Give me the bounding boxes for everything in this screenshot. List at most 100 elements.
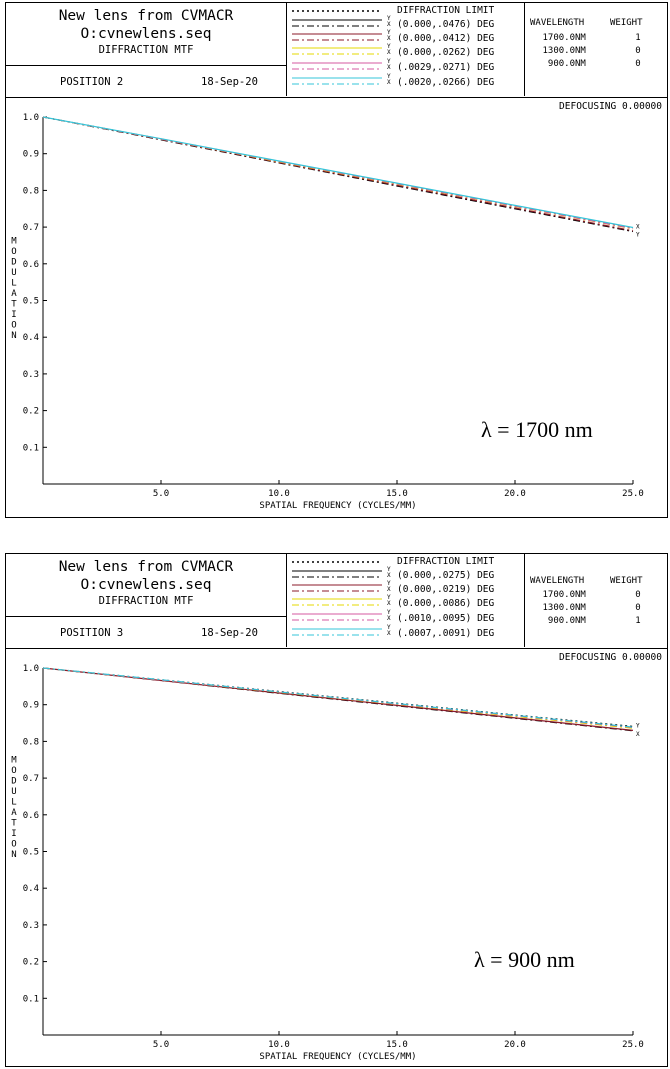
y-axis-label-letter: L: [11, 797, 16, 807]
curve-end-label: X: [636, 731, 640, 738]
title-block: New lens from CVMACR O:cvnewlens.seq DIF…: [6, 3, 287, 96]
y-tick-label: 0.9: [23, 701, 39, 711]
y-axis-label-letter: O: [11, 320, 16, 330]
y-axis-label-letter: I: [11, 310, 16, 320]
wavelength-header: WAVELENGTH: [530, 18, 585, 28]
position-label: POSITION 3: [60, 627, 124, 639]
wavelength-unit: NM: [575, 46, 586, 56]
weight-header: WEIGHT: [610, 18, 643, 28]
wavelength-weight: 0: [635, 603, 641, 613]
x-tick-label: 10.0: [268, 489, 290, 499]
wavelength-value: 1700.0: [542, 590, 575, 600]
wavelength-unit: NM: [575, 59, 586, 69]
title-line-2: O:cvnewlens.seq: [80, 26, 212, 42]
y-axis-label-letter: A: [11, 289, 17, 299]
y-tick-label: 0.5: [23, 297, 39, 307]
y-tick-label: 0.8: [23, 186, 39, 196]
wavelength-annotation: λ = 900 nm: [474, 947, 575, 972]
wavelength-block: WAVELENGTH WEIGHT 1700.0 NM 1 1300.0 NM …: [524, 3, 669, 96]
series-line: [42, 116, 634, 229]
mtf-panel-1: New lens from CVMACR O:cvnewlens.seq DIF…: [5, 2, 668, 518]
series-line: [42, 667, 634, 728]
x-tick-label: 10.0: [268, 1040, 290, 1050]
y-axis-label-letter: M: [11, 755, 17, 765]
y-tick-label: 0.9: [23, 150, 39, 160]
legend-label: (0.000,.0275) DEG: [397, 570, 495, 581]
mtf-panel-2: New lens from CVMACR O:cvnewlens.seq DIF…: [5, 553, 668, 1067]
legend-label: DIFFRACTION LIMIT: [397, 5, 495, 16]
y-axis-label-letter: A: [11, 808, 17, 818]
legend-label: (0.000,.0412) DEG: [397, 33, 495, 44]
x-axis-label: SPATIAL FREQUENCY (CYCLES/MM): [259, 501, 416, 511]
y-tick-label: 0.1: [23, 994, 39, 1004]
x-axis-label: SPATIAL FREQUENCY (CYCLES/MM): [259, 1052, 416, 1062]
y-tick-label: 0.8: [23, 737, 39, 747]
wavelength-block: WAVELENGTH WEIGHT 1700.0 NM 0 1300.0 NM …: [524, 554, 669, 647]
plot-subtitle: DIFFRACTION MTF: [98, 595, 194, 607]
wavelength-weight: 0: [635, 46, 641, 56]
y-tick-label: 0.1: [23, 443, 39, 453]
y-axis-label-letter: U: [11, 787, 16, 797]
wavelength-unit: NM: [575, 33, 586, 43]
wavelength-weight: 0: [635, 59, 641, 69]
y-axis-label-letter: I: [11, 829, 16, 839]
legend-label: (0.000,.0086) DEG: [397, 598, 495, 609]
y-tick-label: 0.6: [23, 811, 39, 821]
curve-end-label: X: [636, 223, 640, 230]
wavelength-unit: NM: [575, 603, 586, 613]
y-axis-label-letter: U: [11, 268, 16, 278]
y-axis-label-letter: N: [11, 331, 16, 341]
y-axis-label-letter: T: [11, 299, 17, 309]
y-tick-label: 0.2: [23, 958, 39, 968]
y-axis-label-letter: L: [11, 278, 16, 288]
y-tick-label: 0.4: [23, 333, 39, 343]
defocusing-label: DEFOCUSING 0.00000: [559, 101, 662, 112]
wavelength-value: 900.0: [547, 59, 575, 69]
wavelength-value: 1300.0: [542, 46, 575, 56]
plot-subtitle: DIFFRACTION MTF: [98, 44, 194, 56]
y-axis-label-letter: O: [11, 247, 16, 257]
y-axis-label-letter: N: [11, 850, 16, 860]
y-tick-label: 1.0: [23, 664, 39, 674]
legend-label: (.0029,.0271) DEG: [397, 62, 495, 73]
y-tick-label: 0.7: [23, 223, 39, 233]
wavelength-header: WAVELENGTH: [530, 576, 585, 586]
y-tick-label: 0.3: [23, 921, 39, 931]
curve-end-label: Y: [636, 232, 640, 239]
y-axis-label-letter: D: [11, 257, 16, 267]
legend-label: (.0010,.0095) DEG: [397, 613, 495, 624]
x-tick-label: 5.0: [153, 1040, 169, 1050]
legend-label: (.0020,.0266) DEG: [397, 77, 495, 88]
wavelength-unit: NM: [575, 616, 586, 626]
wavelength-value: 900.0: [547, 616, 575, 626]
legend-label: (0.000,.0219) DEG: [397, 584, 495, 595]
wavelength-weight: 1: [635, 33, 641, 43]
y-tick-label: 0.6: [23, 260, 39, 270]
title-line-2: O:cvnewlens.seq: [80, 577, 212, 593]
title-line-1: New lens from CVMACR: [58, 8, 234, 24]
weight-header: WEIGHT: [610, 576, 643, 586]
y-tick-label: 0.7: [23, 774, 39, 784]
x-tick-label: 5.0: [153, 489, 169, 499]
y-tick-label: 0.3: [23, 370, 39, 380]
y-axis-label-letter: O: [11, 766, 16, 776]
x-tick-label: 20.0: [504, 1040, 526, 1050]
panel-header: New lens from CVMACR O:cvnewlens.seq DIF…: [6, 554, 667, 649]
wavelength-value: 1700.0: [542, 33, 575, 43]
legend-label: DIFFRACTION LIMIT: [397, 556, 495, 567]
